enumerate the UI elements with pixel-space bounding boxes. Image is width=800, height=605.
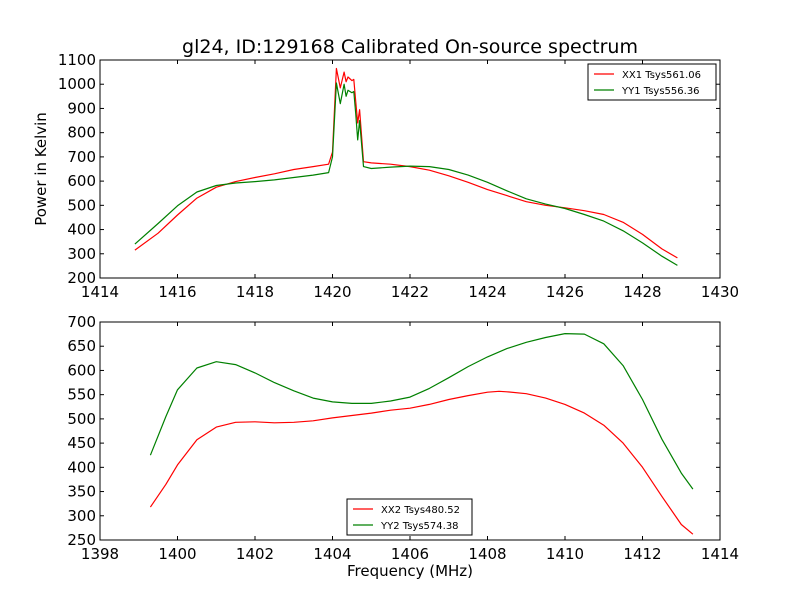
x-tick-label: 1402 xyxy=(236,545,274,563)
legend: XX2 Tsys480.52 YY2 Tsys574.38 xyxy=(346,498,473,536)
x-tick-label: 1416 xyxy=(158,283,196,301)
x-tick-label: 1420 xyxy=(313,283,351,301)
y-tick-label: 1000 xyxy=(58,75,96,93)
series-group xyxy=(134,67,678,266)
y-tick-label: 450 xyxy=(67,434,96,452)
legend-label: XX1 Tsys561.06 xyxy=(622,70,701,81)
x-tick-label: 1408 xyxy=(468,545,506,563)
y-tick-label: 1100 xyxy=(58,51,96,69)
y-tick-label: 300 xyxy=(67,245,96,263)
x-tick-label: 1418 xyxy=(236,283,274,301)
y-tick-label: 700 xyxy=(67,313,96,331)
y-tick-label: 650 xyxy=(67,337,96,355)
x-tick-label: 1400 xyxy=(158,545,196,563)
legend-label: YY2 Tsys574.38 xyxy=(380,521,459,532)
y-tick-label: 250 xyxy=(67,531,96,549)
series-line-yy1 xyxy=(134,82,678,266)
y-tick-label: 800 xyxy=(67,124,96,142)
x-tick-label: 1406 xyxy=(391,545,429,563)
y-tick-label: 400 xyxy=(67,221,96,239)
x-tick-label: 1414 xyxy=(701,545,739,563)
y-axis-label: Power in Kelvin xyxy=(32,112,50,226)
x-tick-label: 1428 xyxy=(623,283,661,301)
top-panel: 1414 1416 1418 1420 1422 1424 1426 1428 1430 200 3… xyxy=(58,51,739,301)
legend-label: XX2 Tsys480.52 xyxy=(381,505,460,516)
legend: XX1 Tsys561.06 YY1 Tsys556.36 xyxy=(587,63,717,101)
series-group xyxy=(149,333,694,535)
x-tick-label: 1410 xyxy=(546,545,584,563)
x-tick-label: 1412 xyxy=(623,545,661,563)
legend-box xyxy=(346,498,473,536)
x-tick-label: 1398 xyxy=(81,545,119,563)
y-tick-label: 550 xyxy=(67,386,96,404)
y-tick-label: 700 xyxy=(67,148,96,166)
y-tick-label: 900 xyxy=(67,99,96,117)
x-tick-label: 1422 xyxy=(391,283,429,301)
y-tick-label: 600 xyxy=(67,172,96,190)
x-tick-label: 1424 xyxy=(468,283,506,301)
bottom-panel: 1398 1400 1402 1404 1406 1408 1410 1412 1414 250 3… xyxy=(67,313,739,563)
y-tick-label: 500 xyxy=(67,196,96,214)
x-tick-label: 1414 xyxy=(81,283,119,301)
series-line-yy2 xyxy=(149,333,694,490)
series-line-xx2 xyxy=(149,390,694,535)
legend-label: YY1 Tsys556.36 xyxy=(621,86,700,97)
y-tick-label: 300 xyxy=(67,507,96,525)
legend-box xyxy=(587,63,717,101)
y-tick-label: 350 xyxy=(67,483,96,501)
chart-title: gl24, ID:129168 Calibrated On-source spe… xyxy=(182,36,638,58)
y-tick-label: 200 xyxy=(67,269,96,287)
x-tick-label: 1426 xyxy=(546,283,584,301)
y-tick-label: 600 xyxy=(67,361,96,379)
x-tick-label: 1430 xyxy=(701,283,739,301)
y-tick-label: 500 xyxy=(67,410,96,428)
y-tick-label: 400 xyxy=(67,458,96,476)
x-tick-label: 1404 xyxy=(313,545,351,563)
x-axis-label: Frequency (MHz) xyxy=(347,562,473,580)
